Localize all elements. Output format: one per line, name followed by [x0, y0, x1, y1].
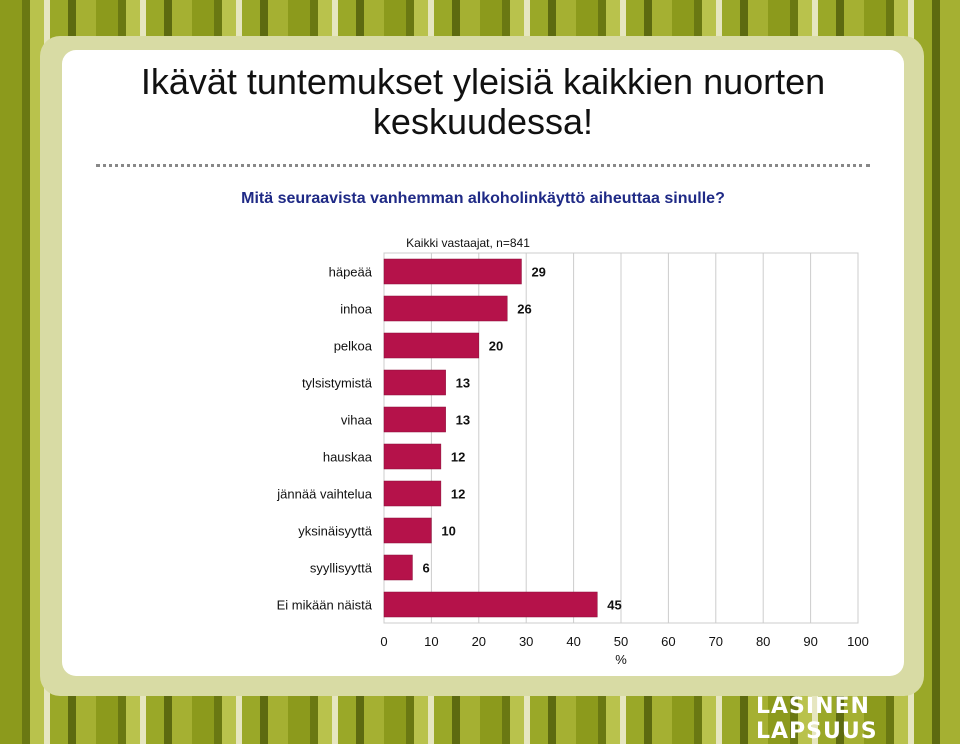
- bar: [383, 406, 446, 433]
- bar: [383, 443, 442, 470]
- x-tick-label: 70: [709, 634, 723, 649]
- data-label: 29: [531, 265, 545, 280]
- data-label: 12: [451, 450, 465, 465]
- bar: [383, 332, 480, 359]
- x-tick-label: 30: [519, 634, 533, 649]
- category-label: tylsistymistä: [302, 376, 373, 391]
- x-tick-label: 90: [803, 634, 817, 649]
- category-label: hauskaa: [323, 450, 373, 465]
- data-label: 13: [456, 413, 470, 428]
- category-label: yksinäisyyttä: [298, 524, 372, 539]
- bar: [383, 591, 598, 618]
- data-label: 20: [489, 339, 503, 354]
- dotted-divider: [96, 164, 870, 167]
- category-label: Ei mikään näistä: [277, 598, 373, 613]
- x-tick-label: 100: [847, 634, 869, 649]
- bar: [383, 517, 432, 544]
- category-label: inhoa: [340, 302, 373, 317]
- category-label: jännää vaihtelua: [276, 487, 372, 502]
- category-label: syyllisyyttä: [310, 561, 373, 576]
- x-axis-label: %: [615, 652, 627, 667]
- bar: [383, 258, 522, 285]
- bar-chart: 0 10 20 30 40 50 60 70 80 90 100% häpeää 29 inhoa 26 pe…: [276, 252, 869, 667]
- x-tick-label: 20: [472, 634, 486, 649]
- x-tick-label: 10: [424, 634, 438, 649]
- x-tick-label: 60: [661, 634, 675, 649]
- slide-title-line-2: keskuudessa!: [372, 101, 594, 142]
- category-label: häpeää: [329, 265, 373, 280]
- x-tick-label: 0: [380, 634, 387, 649]
- brand-logo: LASINEN LAPSUUS: [756, 694, 878, 744]
- x-tick-label: 50: [614, 634, 628, 649]
- data-label: 26: [517, 302, 531, 317]
- bar: [383, 554, 413, 581]
- bar: [383, 295, 508, 322]
- data-label: 6: [422, 561, 429, 576]
- category-label: pelkoa: [334, 339, 373, 354]
- slide-title-line-1: Ikävät tuntemukset yleisiä kaikkien nuor…: [140, 61, 826, 102]
- x-tick-label: 40: [566, 634, 580, 649]
- data-label: 12: [451, 487, 465, 502]
- data-label: 45: [607, 598, 621, 613]
- category-label: vihaa: [341, 413, 373, 428]
- x-tick-label: 80: [756, 634, 770, 649]
- slide-title: Ikävät tuntemukset yleisiä kaikkien nuor…: [62, 62, 904, 142]
- bar: [383, 480, 442, 507]
- data-label: 10: [441, 524, 455, 539]
- survey-question: Mitä seuraavista vanhemman alkoholinkäyt…: [241, 190, 725, 207]
- chart-title: Kaikki vastaajat, n=841: [406, 236, 530, 250]
- bar: [383, 369, 446, 396]
- data-label: 13: [456, 376, 470, 391]
